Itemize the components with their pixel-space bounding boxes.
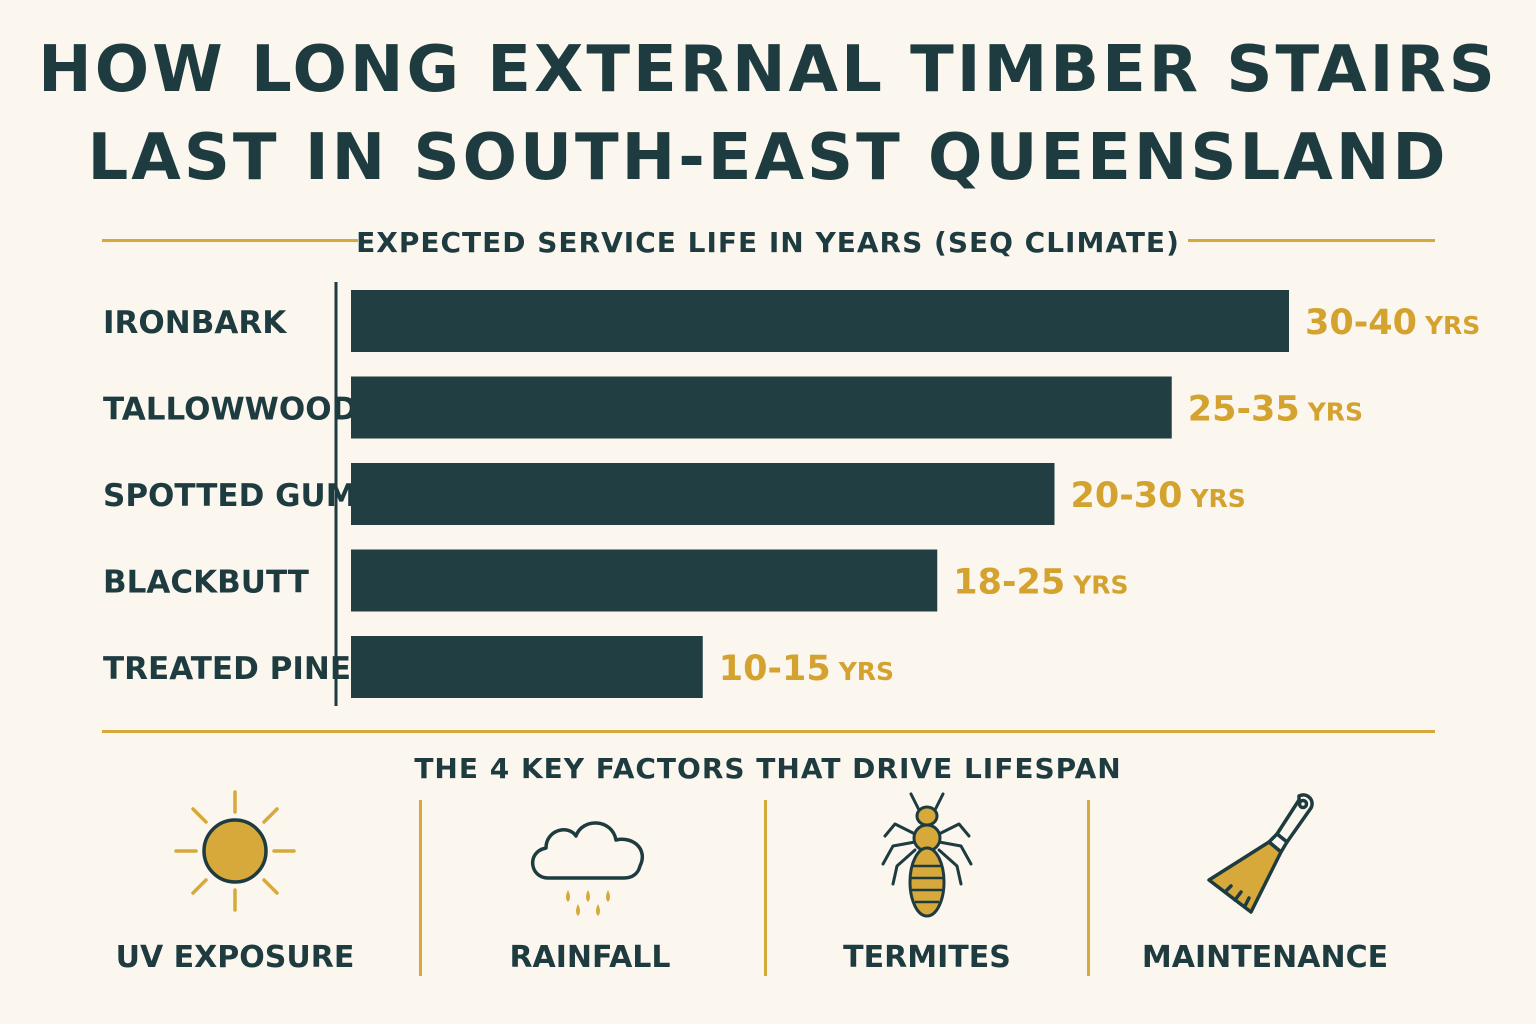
factor-divider-3 xyxy=(1087,800,1090,976)
data-label-range: 10-15 xyxy=(719,649,831,689)
bar xyxy=(351,376,1172,439)
chart-title: EXPECTED SERVICE LIFE IN YEARS (SEQ CLIM… xyxy=(356,226,1180,259)
factor-label: UV EXPOSURE xyxy=(115,940,355,975)
factor-maintenance: MAINTENANCE xyxy=(1130,790,1400,990)
data-label: 20-30 YRS xyxy=(1071,476,1246,516)
data-label-range: 20-30 xyxy=(1071,476,1183,516)
data-label-unit: YRS xyxy=(1307,398,1363,427)
data-label: 30-40 YRS xyxy=(1305,303,1480,343)
data-label-range: 30-40 xyxy=(1305,303,1417,343)
data-label-unit: YRS xyxy=(1424,311,1480,340)
factor-divider-2 xyxy=(764,800,767,976)
rain-cloud-icon xyxy=(530,821,644,916)
factor-label: RAINFALL xyxy=(509,940,671,975)
page-title-line-2: LAST IN SOUTH-EAST QUEENSLAND xyxy=(87,121,1449,195)
bar xyxy=(351,636,703,698)
factor-uv-exposure: UV EXPOSURE xyxy=(100,790,370,990)
termite-icon xyxy=(881,792,973,918)
factor-divider-1 xyxy=(419,800,422,976)
subtitle-rule-left xyxy=(102,239,358,242)
factors-heading: THE 4 KEY FACTORS THAT DRIVE LIFESPAN xyxy=(414,752,1122,785)
data-label: 25-35 YRS xyxy=(1188,390,1363,430)
factor-rainfall: RAINFALL xyxy=(455,790,725,990)
category-label: TALLOWWOOD xyxy=(103,392,357,428)
data-label: 10-15 YRS xyxy=(719,649,894,689)
category-label: BLACKBUTT xyxy=(103,565,309,601)
data-label-range: 18-25 xyxy=(953,563,1065,603)
sun-icon xyxy=(174,790,296,912)
section-divider xyxy=(102,730,1435,733)
factor-label: MAINTENANCE xyxy=(1141,940,1389,975)
subtitle-rule-right xyxy=(1188,239,1435,242)
category-label: TREATED PINE xyxy=(103,651,351,687)
data-label-unit: YRS xyxy=(838,657,894,686)
category-label: SPOTTED GUM xyxy=(103,478,357,514)
page-title-line-1: HOW LONG EXTERNAL TIMBER STAIRS xyxy=(38,33,1498,107)
factor-label: TERMITES xyxy=(843,940,1011,975)
data-label: 18-25 YRS xyxy=(953,563,1128,603)
factor-termites: TERMITES xyxy=(792,790,1062,990)
data-label-range: 25-35 xyxy=(1188,390,1300,430)
data-label-unit: YRS xyxy=(1072,571,1128,600)
bar xyxy=(351,463,1055,525)
data-label-unit: YRS xyxy=(1189,484,1245,513)
category-label: IRONBARK xyxy=(103,305,287,341)
paintbrush-icon xyxy=(1207,793,1314,914)
bar xyxy=(351,549,938,612)
bar xyxy=(351,290,1289,352)
